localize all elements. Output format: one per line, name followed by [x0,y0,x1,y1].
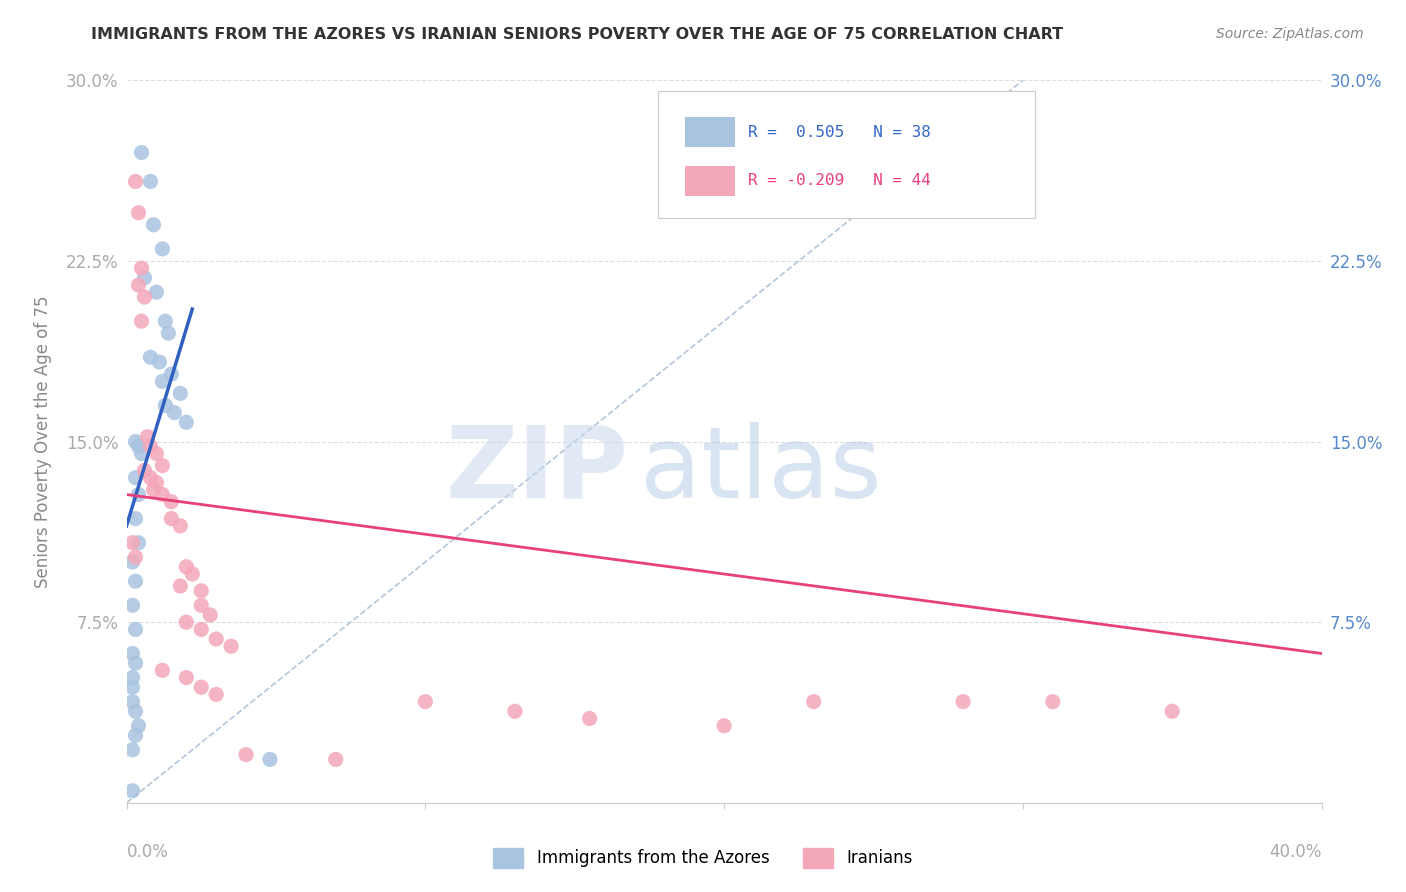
Point [139,350,162,364]
Point [145,285,167,300]
Point [134,270,156,285]
Point [124,434,146,449]
Point [121,680,143,694]
Point [205,687,228,701]
Point [127,277,149,292]
Point [190,680,212,694]
Y-axis label: Seniors Poverty Over the Age of 75: Seniors Poverty Over the Age of 75 [34,295,52,588]
Point [121,555,143,569]
FancyBboxPatch shape [685,117,735,147]
Point [174,615,197,630]
Point [127,719,149,733]
Text: R =  0.505   N = 38: R = 0.505 N = 38 [748,125,931,140]
Point [259,752,281,766]
Point [155,398,177,412]
Point [136,430,159,444]
Point [148,355,170,369]
Point [139,174,162,188]
Point [124,511,146,525]
Point [163,406,186,420]
Text: ZIP: ZIP [446,422,628,519]
Point [121,647,143,661]
Point [127,487,149,501]
Point [121,671,143,685]
Point [142,218,165,232]
Point [121,784,143,798]
Point [174,559,197,574]
Point [205,632,228,646]
Text: R = -0.209   N = 44: R = -0.209 N = 44 [748,173,931,188]
Point [160,494,183,508]
Point [1161,704,1184,718]
Point [219,639,242,653]
Point [121,695,143,709]
Point [152,242,174,256]
Legend: Immigrants from the Azores, Iranians: Immigrants from the Azores, Iranians [486,841,920,875]
Point [713,719,735,733]
Point [190,583,212,598]
Point [134,463,156,477]
Point [160,511,183,525]
Point [124,470,146,484]
Text: 0.0%: 0.0% [127,843,169,861]
Text: 40.0%: 40.0% [1270,843,1322,861]
Point [127,439,149,453]
FancyBboxPatch shape [658,91,1035,218]
Point [121,599,143,613]
Point [169,386,191,401]
Point [152,487,174,501]
Point [174,671,197,685]
Point [121,535,143,549]
Point [181,567,204,582]
Point [124,656,146,670]
Point [145,446,167,460]
Text: IMMIGRANTS FROM THE AZORES VS IRANIAN SENIORS POVERTY OVER THE AGE OF 75 CORRELA: IMMIGRANTS FROM THE AZORES VS IRANIAN SE… [91,27,1063,42]
Point [124,174,146,188]
Point [124,728,146,742]
Point [152,458,174,473]
Point [952,695,974,709]
Point [190,599,212,613]
Point [131,145,153,160]
Text: Source: ZipAtlas.com: Source: ZipAtlas.com [1216,27,1364,41]
Point [174,415,197,429]
Point [131,446,153,460]
Point [124,550,146,565]
Point [1042,695,1064,709]
Point [152,664,174,678]
Point [131,314,153,328]
Point [145,475,167,490]
Point [160,367,183,381]
Point [121,743,143,757]
Text: atlas: atlas [640,422,882,519]
Point [142,483,165,497]
Point [139,439,162,453]
Point [169,579,191,593]
Point [127,205,149,219]
Point [124,623,146,637]
Point [169,518,191,533]
Point [134,290,156,304]
Point [325,752,347,766]
Point [803,695,825,709]
Point [152,374,174,388]
Point [190,623,212,637]
Point [415,695,437,709]
Point [157,326,180,340]
FancyBboxPatch shape [685,166,735,196]
Point [124,704,146,718]
Point [127,535,149,549]
Point [155,314,177,328]
Point [131,261,153,276]
Point [200,607,222,622]
Point [235,747,257,762]
Point [503,704,526,718]
Point [124,574,146,589]
Point [139,470,162,484]
Point [578,712,600,726]
